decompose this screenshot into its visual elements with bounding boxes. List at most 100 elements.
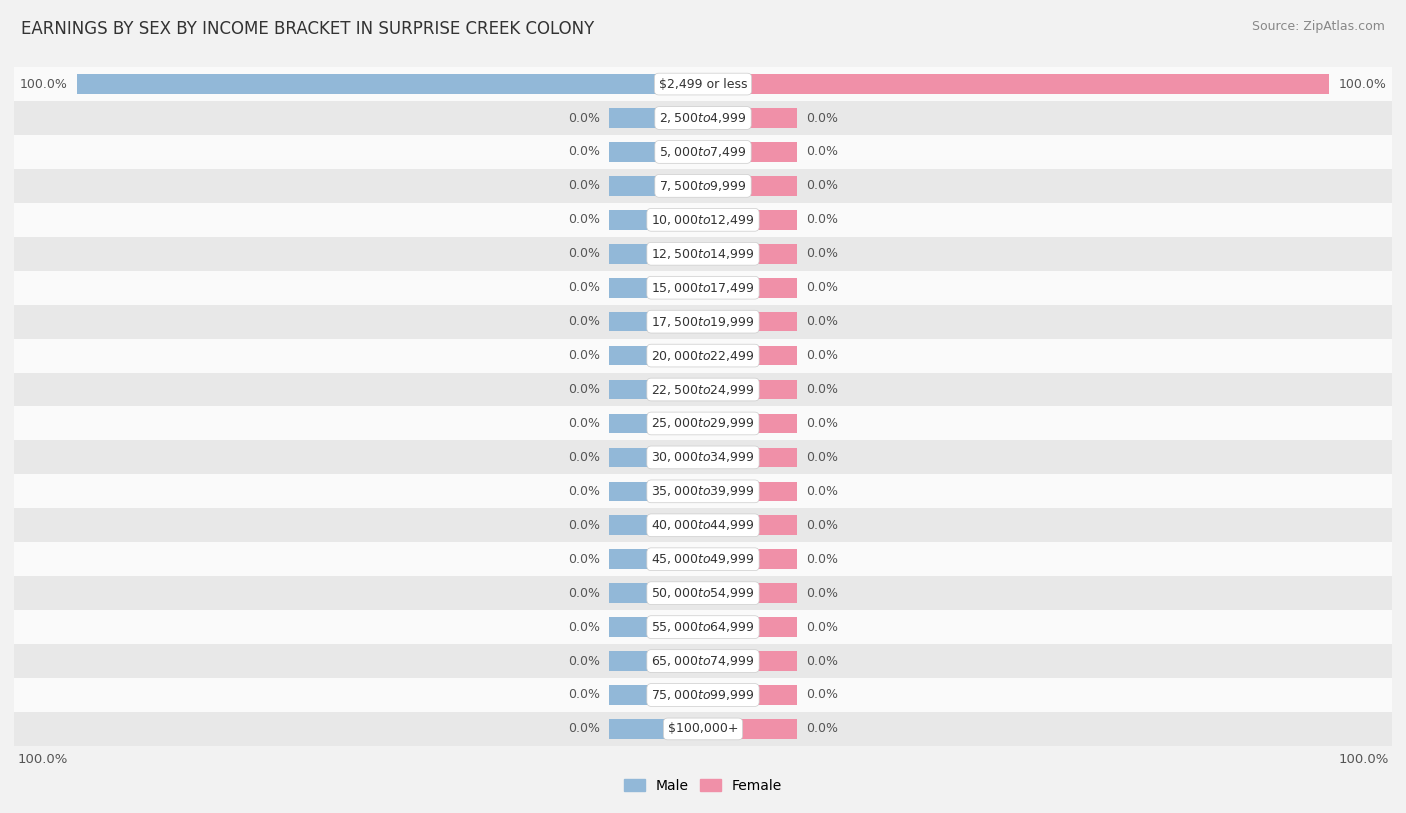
Bar [14, 542, 1392, 576]
Text: 100.0%: 100.0% [17, 754, 67, 767]
Text: 0.0%: 0.0% [568, 519, 599, 532]
Bar [14, 203, 1392, 237]
Text: $15,000 to $17,499: $15,000 to $17,499 [651, 280, 755, 294]
Text: 0.0%: 0.0% [807, 146, 838, 159]
Text: 0.0%: 0.0% [807, 349, 838, 362]
Text: $100,000+: $100,000+ [668, 723, 738, 736]
Bar [14, 406, 1392, 441]
Text: 0.0%: 0.0% [807, 180, 838, 193]
Text: 0.0%: 0.0% [568, 349, 599, 362]
Bar [14, 678, 1392, 712]
Text: 100.0%: 100.0% [20, 77, 67, 90]
Text: 0.0%: 0.0% [807, 111, 838, 124]
Text: 0.0%: 0.0% [568, 180, 599, 193]
Bar [609, 312, 703, 332]
Bar [703, 380, 797, 399]
Bar [14, 474, 1392, 508]
Bar [609, 414, 703, 433]
Text: $17,500 to $19,999: $17,500 to $19,999 [651, 315, 755, 328]
Text: 100.0%: 100.0% [1339, 77, 1386, 90]
Bar [14, 339, 1392, 372]
Text: 0.0%: 0.0% [807, 553, 838, 566]
Text: 0.0%: 0.0% [807, 417, 838, 430]
Bar [609, 685, 703, 705]
Bar [703, 651, 797, 671]
Text: $5,000 to $7,499: $5,000 to $7,499 [659, 145, 747, 159]
Bar [703, 312, 797, 332]
Text: 0.0%: 0.0% [807, 654, 838, 667]
Text: $7,500 to $9,999: $7,500 to $9,999 [659, 179, 747, 193]
Bar [14, 237, 1392, 271]
Text: 0.0%: 0.0% [807, 315, 838, 328]
Legend: Male, Female: Male, Female [619, 773, 787, 798]
Text: 0.0%: 0.0% [807, 587, 838, 600]
Text: $45,000 to $49,999: $45,000 to $49,999 [651, 552, 755, 566]
Text: EARNINGS BY SEX BY INCOME BRACKET IN SURPRISE CREEK COLONY: EARNINGS BY SEX BY INCOME BRACKET IN SUR… [21, 20, 595, 38]
Bar [609, 278, 703, 298]
Text: 0.0%: 0.0% [568, 587, 599, 600]
Text: $75,000 to $99,999: $75,000 to $99,999 [651, 688, 755, 702]
Text: 0.0%: 0.0% [568, 383, 599, 396]
Bar [703, 617, 797, 637]
Text: 0.0%: 0.0% [568, 281, 599, 294]
Text: 0.0%: 0.0% [807, 723, 838, 736]
Bar [14, 576, 1392, 610]
Bar [609, 550, 703, 569]
Text: $10,000 to $12,499: $10,000 to $12,499 [651, 213, 755, 227]
Text: $25,000 to $29,999: $25,000 to $29,999 [651, 416, 755, 430]
Bar [609, 651, 703, 671]
Bar [14, 135, 1392, 169]
Bar [609, 380, 703, 399]
Bar [703, 685, 797, 705]
Text: 0.0%: 0.0% [568, 417, 599, 430]
Bar [14, 169, 1392, 203]
Bar [14, 610, 1392, 644]
Bar [609, 142, 703, 162]
Bar [609, 515, 703, 535]
Bar [609, 584, 703, 603]
Bar [703, 176, 797, 196]
Bar [14, 372, 1392, 406]
Text: 0.0%: 0.0% [568, 553, 599, 566]
Bar [14, 101, 1392, 135]
Bar [609, 719, 703, 739]
Bar [14, 305, 1392, 339]
Bar [609, 244, 703, 263]
Bar [14, 644, 1392, 678]
Text: 0.0%: 0.0% [807, 247, 838, 260]
Text: 0.0%: 0.0% [807, 213, 838, 226]
Text: 0.0%: 0.0% [568, 315, 599, 328]
Text: 0.0%: 0.0% [568, 146, 599, 159]
Bar [703, 244, 797, 263]
Bar [609, 481, 703, 501]
Text: 0.0%: 0.0% [568, 451, 599, 464]
Text: $2,499 or less: $2,499 or less [659, 77, 747, 90]
Text: 0.0%: 0.0% [568, 689, 599, 702]
Bar [703, 142, 797, 162]
Text: 0.0%: 0.0% [568, 620, 599, 633]
Bar [703, 481, 797, 501]
Text: 0.0%: 0.0% [807, 519, 838, 532]
Text: $12,500 to $14,999: $12,500 to $14,999 [651, 247, 755, 261]
Bar [609, 108, 703, 128]
Text: $2,500 to $4,999: $2,500 to $4,999 [659, 111, 747, 125]
Bar [14, 508, 1392, 542]
Bar [14, 441, 1392, 474]
Text: 0.0%: 0.0% [568, 723, 599, 736]
Bar [609, 448, 703, 467]
Text: 0.0%: 0.0% [807, 620, 838, 633]
Text: $40,000 to $44,999: $40,000 to $44,999 [651, 519, 755, 533]
Bar [77, 74, 703, 94]
Bar [703, 515, 797, 535]
Text: 0.0%: 0.0% [568, 247, 599, 260]
Bar [703, 108, 797, 128]
Text: 0.0%: 0.0% [807, 485, 838, 498]
Bar [14, 712, 1392, 746]
Bar [609, 176, 703, 196]
Text: 0.0%: 0.0% [807, 689, 838, 702]
Text: 0.0%: 0.0% [807, 281, 838, 294]
Bar [703, 414, 797, 433]
Bar [703, 448, 797, 467]
Bar [609, 210, 703, 229]
Text: 0.0%: 0.0% [568, 485, 599, 498]
